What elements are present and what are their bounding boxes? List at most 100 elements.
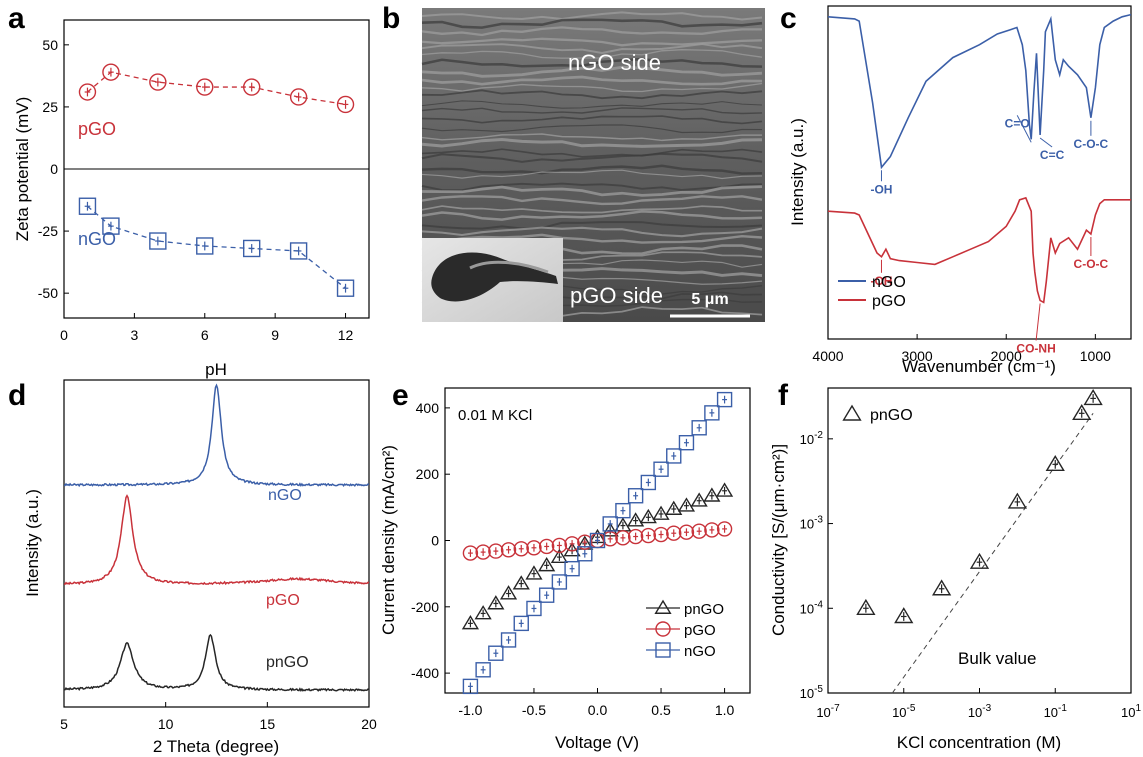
panel-e-point-nGO <box>602 516 618 532</box>
sem-layer-line <box>421 11 763 21</box>
panel-e-point-pGO <box>666 525 682 541</box>
panel-e-point-pGO <box>538 538 555 555</box>
panel-c-xtick-label: 3000 <box>902 348 933 364</box>
panel-a-ytick-label: 50 <box>42 37 58 53</box>
panel-e-point-nGO <box>716 391 733 408</box>
sem-layer-line <box>421 138 763 148</box>
panel-f-xtick-label: 10-1 <box>1044 703 1068 720</box>
panel-e-point-pGO <box>462 545 479 561</box>
panel-a-point-pGO <box>102 63 120 81</box>
panel-e-point-pGO <box>577 534 593 550</box>
panel-e-point-pGO <box>602 531 618 547</box>
panel-d-xtick-label: 15 <box>260 716 276 732</box>
panel-f-point-pnGO <box>856 598 876 615</box>
panel-f-legend-label: pnGO <box>870 407 913 424</box>
panel-e-point-pnGO <box>677 497 696 512</box>
panel-f-xtick-label: 10-3 <box>968 703 992 720</box>
panel-a-point-nGO <box>78 197 97 215</box>
panel-e-xlabel: Voltage (V) <box>555 733 639 752</box>
sem-layer-line <box>421 89 763 100</box>
panel-e-point-nGO <box>615 502 631 519</box>
sem-layer-line <box>421 169 763 180</box>
panel-c-annotation: C-O-C <box>1074 257 1109 271</box>
panel-f-xtick-label: 101 <box>1121 703 1141 720</box>
panel-e-point-nGO <box>678 435 695 451</box>
panel-c-xtick-label: 4000 <box>812 348 843 364</box>
panel-a-ytick-label: 25 <box>42 99 58 115</box>
panel-c-legend-pgo: pGO <box>872 293 906 310</box>
panel-e-xtick-label: -1.0 <box>458 702 482 718</box>
panel-e-xtick-label: 1.0 <box>715 702 735 718</box>
panel-f-point-pnGO <box>894 607 914 624</box>
panel-c-annotation: C-O-C <box>1074 137 1109 151</box>
panel-a-xtick-label: 12 <box>338 327 354 343</box>
panel-letter-a: a <box>8 2 25 35</box>
sem-layer-line <box>421 164 763 175</box>
panel-e-point-pGO <box>500 542 517 558</box>
panel-a-ylabel: Zeta potential (mV) <box>13 97 32 242</box>
panel-a-point-pGO <box>336 95 355 114</box>
panel-letter-c: c <box>780 2 797 35</box>
panel-a-point-nGO <box>289 242 308 260</box>
panel-e-point-nGO <box>577 546 593 562</box>
sem-layer-line <box>421 124 763 134</box>
sem-layer-line <box>421 65 763 78</box>
panel-e-point-pnGO <box>627 512 645 527</box>
panel-a-point-pGO <box>78 83 97 101</box>
panel-d-xrd-chart: 5 10 15 20 nGO pGO pnGO 2 Theta (degree) In… <box>23 379 377 756</box>
panel-a-point-pGO <box>242 78 261 96</box>
panel-e-point-pGO <box>488 543 504 559</box>
panel-a-xtick-label: 3 <box>130 327 138 343</box>
panel-d-pgo-label: pGO <box>266 592 300 609</box>
panel-e-legend-label: pnGO <box>684 601 724 618</box>
panel-e-point-pGO <box>716 521 733 537</box>
panel-e-point-pGO <box>627 528 644 545</box>
inset-film-shape <box>431 252 558 302</box>
panel-e-point-nGO <box>704 405 720 421</box>
panel-e-point-pnGO <box>487 595 505 610</box>
sem-layer-line <box>421 26 762 37</box>
panel-c-line-nGO <box>828 13 1131 170</box>
sem-layer-line <box>421 195 763 206</box>
panel-a-point-nGO <box>102 217 120 235</box>
panel-d-xtick-label: 10 <box>158 716 174 732</box>
panel-c-annotation: -OH <box>870 182 892 196</box>
panel-e-point-pnGO <box>474 605 492 620</box>
panel-e-point-pnGO <box>639 508 657 524</box>
panel-e-title: 0.01 M KCl <box>458 407 532 424</box>
panel-a-xtick-label: 0 <box>60 327 68 343</box>
panel-e-point-pGO <box>615 530 631 546</box>
panel-e-point-pGO <box>704 522 720 538</box>
panel-e-ytick-label: 200 <box>416 466 440 482</box>
sem-layer-line <box>421 152 763 163</box>
panel-e-point-pGO <box>640 527 657 544</box>
panel-a-pgo-label: pGO <box>78 119 116 139</box>
panel-e-ytick-label: -400 <box>411 665 439 681</box>
panel-a-point-nGO <box>149 232 167 250</box>
sem-layer-line <box>421 233 763 244</box>
panel-e-point-pnGO <box>652 505 670 520</box>
panel-e-point-pGO <box>513 541 529 557</box>
panel-d-xtick-label: 20 <box>361 716 377 732</box>
panel-a-xlabel: pH <box>205 360 227 379</box>
panel-a-ngo-label: nGO <box>78 229 116 249</box>
panel-f-xtick-label: 10-5 <box>892 703 916 720</box>
panel-letter-d: d <box>8 379 26 412</box>
sem-layer-line <box>421 226 763 238</box>
panel-c-annotation-arrow <box>1035 303 1041 341</box>
sem-layer-line <box>421 37 763 47</box>
panel-d-pngo-label: pnGO <box>266 654 309 671</box>
panel-d-line-pGO <box>64 494 369 586</box>
sem-layer-line <box>421 49 763 59</box>
sem-layer-line <box>421 182 763 192</box>
panel-f-point-pnGO <box>1083 389 1103 406</box>
panel-c-ftir-chart: 4000 3000 2000 1000 -OH C=O C=C C-O-C -OH CO-NH C… <box>788 5 1132 376</box>
panel-c-xlabel: Wavenumber (cm⁻¹) <box>902 357 1056 376</box>
panel-e-point-pGO <box>678 524 695 540</box>
panel-e-point-pGO <box>691 523 707 539</box>
panel-e-point-pnGO <box>538 557 556 572</box>
panel-e-legend-marker <box>655 642 671 658</box>
panel-e-point-nGO <box>551 574 568 590</box>
panel-e-ytick-label: 400 <box>416 400 440 416</box>
